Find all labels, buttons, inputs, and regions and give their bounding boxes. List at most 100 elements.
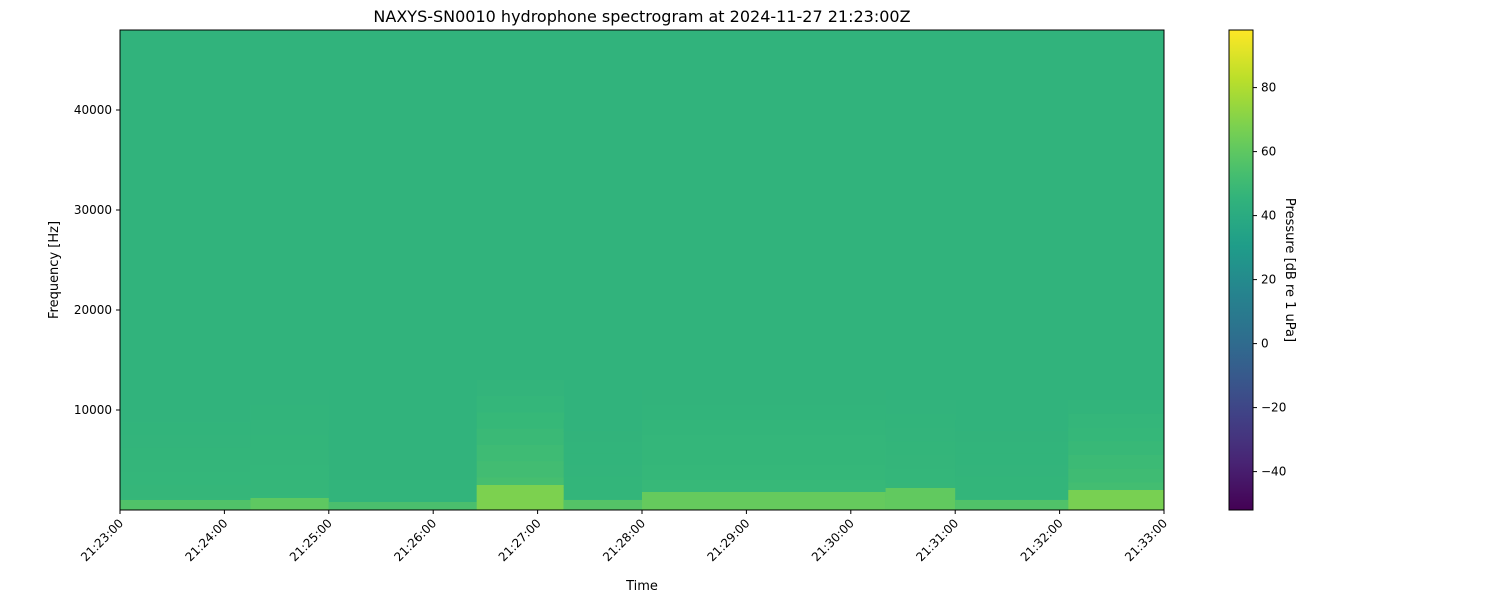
spectrogram-mid-band <box>563 453 643 466</box>
spectrogram-mid-band <box>885 455 956 470</box>
x-tick-label: 21:29:00 <box>705 516 753 564</box>
spectrogram-mid-band <box>642 405 887 421</box>
spectrogram-low-band <box>476 485 565 510</box>
x-tick-label: 21:26:00 <box>391 516 439 564</box>
spectrogram-mid-band <box>1068 468 1164 483</box>
spectrogram-mid-band <box>250 480 330 496</box>
spectrogram-low-band <box>885 488 956 510</box>
x-tick-label: 21:23:00 <box>78 516 126 564</box>
spectrogram-mid-band <box>955 431 1069 443</box>
spectrogram-mid-band <box>476 380 565 397</box>
colorbar <box>1228 29 1254 511</box>
spectrogram-low-band <box>642 492 887 510</box>
spectrogram-mid-band <box>642 390 887 406</box>
spectrogram-mid-band <box>885 468 956 483</box>
y-axis-label: Frequency [Hz] <box>47 221 62 319</box>
colorbar-tick-label: 0 <box>1261 337 1269 351</box>
spectrogram-mid-band <box>642 450 887 466</box>
colorbar-label: Pressure [dB re 1 uPa] <box>1282 198 1297 342</box>
spectrogram-mid-band <box>955 453 1069 466</box>
spectrogram-mid-band <box>476 445 565 462</box>
spectrogram-mid-band <box>955 420 1069 432</box>
spectrogram-mid-band <box>328 480 478 491</box>
colorbar-tick-label: −20 <box>1261 401 1286 415</box>
spectrogram-mid-band <box>250 435 330 451</box>
spectrogram-low-band <box>250 498 330 510</box>
spectrogram-mid-band <box>120 485 251 498</box>
x-tick-label: 21:28:00 <box>600 516 648 564</box>
spectrogram-low-band <box>1068 490 1164 510</box>
spectrogram-low-band <box>120 500 251 510</box>
spectrogram-mid-band <box>120 447 251 461</box>
x-tick-label: 21:33:00 <box>1122 516 1170 564</box>
spectrogram-mid-band <box>328 430 478 441</box>
spectrogram-mid-band <box>563 442 643 455</box>
spectrogram-mid-band <box>1068 441 1164 456</box>
spectrogram-low-band <box>955 500 1069 510</box>
x-axis-label: Time <box>625 579 658 594</box>
spectrogram-mid-band <box>1068 455 1164 470</box>
spectrogram-mid-band <box>955 442 1069 455</box>
colorbar-tick-label: 60 <box>1261 145 1276 159</box>
y-axis: 10000 20000 30000 40000 <box>74 103 120 417</box>
spectrogram-mid-band <box>120 410 251 423</box>
spectrogram-mid-band <box>476 428 565 446</box>
spectrogram-mid-band <box>642 465 887 481</box>
spectrogram-image <box>120 30 1164 510</box>
y-tick-label: 30000 <box>74 203 112 217</box>
spectrogram-mid-band <box>642 435 887 451</box>
spectrogram-mid-band <box>476 396 565 413</box>
spectrogram-mid-band <box>885 441 956 456</box>
x-tick-label: 21:31:00 <box>913 516 961 564</box>
chart-title: NAXYS-SN0010 hydrophone spectrogram at 2… <box>373 7 910 26</box>
spectrogram-mid-band <box>328 460 478 471</box>
colorbar-tick-label: 20 <box>1261 273 1276 287</box>
y-tick-label: 10000 <box>74 403 112 417</box>
x-tick-label: 21:25:00 <box>287 516 335 564</box>
spectrogram-mid-band <box>328 470 478 481</box>
spectrogram-mid-band <box>885 400 956 415</box>
x-tick-label: 21:32:00 <box>1018 516 1066 564</box>
spectrogram-mid-band <box>885 427 956 442</box>
spectrogram-low-band <box>328 502 478 510</box>
colorbar-tick-label: −40 <box>1261 465 1286 479</box>
spectrogram-mid-band <box>955 487 1069 500</box>
x-tick-label: 21:30:00 <box>809 516 857 564</box>
spectrogram-mid-band <box>476 461 565 478</box>
spectrogram-mid-band <box>328 440 478 451</box>
colorbar-tick-label: 40 <box>1261 209 1276 223</box>
spectrogram-mid-band <box>328 490 478 501</box>
spectrogram-mid-band <box>563 487 643 500</box>
x-tick-label: 21:24:00 <box>183 516 231 564</box>
spectrogram-mid-band <box>120 435 251 448</box>
spectrogram-mid-band <box>955 465 1069 477</box>
spectrogram-mid-band <box>120 422 251 436</box>
spectrogram-mid-band <box>476 412 565 430</box>
spectrogram-mid-band <box>563 420 643 432</box>
spectrogram-mid-band <box>642 480 887 496</box>
spectrogram-mid-band <box>563 431 643 443</box>
spectrogram-mid-band <box>642 420 887 436</box>
spectrogram-mid-band <box>1068 427 1164 442</box>
colorbar-tick-label: 80 <box>1261 81 1276 95</box>
x-tick-label: 21:27:00 <box>496 516 544 564</box>
spectrogram-mid-band <box>1068 413 1164 428</box>
y-tick-label: 20000 <box>74 303 112 317</box>
spectrogram-mid-band <box>250 465 330 481</box>
spectrogram-mid-band <box>250 390 330 406</box>
spectrogram-low-band <box>563 500 643 510</box>
spectrogram-mid-band <box>563 476 643 488</box>
spectrogram-mid-band <box>250 450 330 466</box>
spectrogram-mid-band <box>250 420 330 436</box>
spectrogram-mid-band <box>120 472 251 486</box>
colorbar-axis: −40 −20 0 20 40 60 80 <box>1253 81 1286 479</box>
x-axis: 21:23:00 21:24:00 21:25:00 21:26:00 21:27:00… <box>78 510 1170 564</box>
y-tick-label: 40000 <box>74 103 112 117</box>
spectrogram-mid-band <box>885 413 956 428</box>
spectrogram-mid-band <box>1068 400 1164 415</box>
spectrogram-mid-band <box>955 476 1069 488</box>
spectrogram-mid-band <box>563 465 643 477</box>
spectrogram-mid-band <box>328 450 478 461</box>
